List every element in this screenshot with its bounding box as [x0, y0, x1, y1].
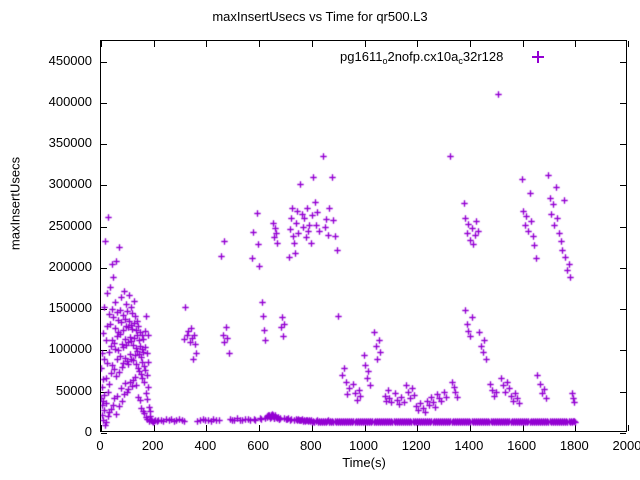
legend-marker-plus-icon: [531, 50, 545, 64]
legend-series-label: pg1611o2nofp.cx10ac32r128: [340, 48, 504, 66]
legend: pg1611o2nofp.cx10ac32r128: [340, 48, 545, 66]
